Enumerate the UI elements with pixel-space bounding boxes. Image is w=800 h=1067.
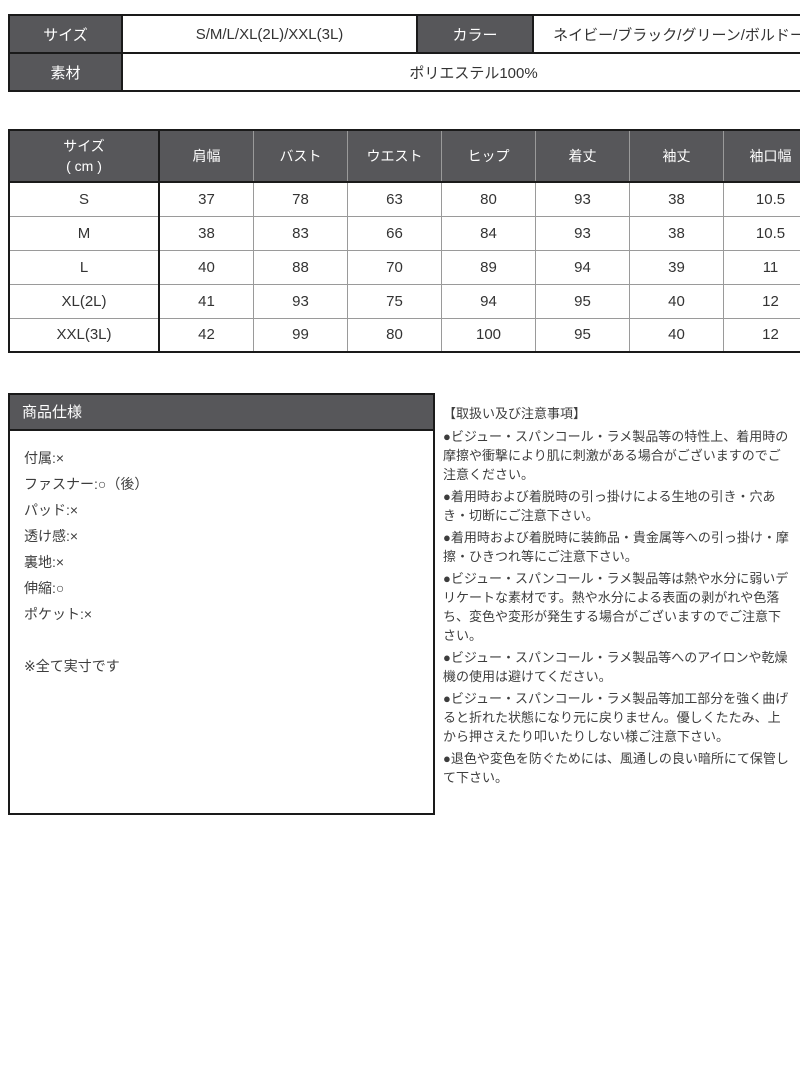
handling-note-item: ●ビジュー・スパンコール・ラメ製品等は熱や水分に弱いデリケートな素材です。熱や水…	[443, 571, 789, 643]
spec-actual-size-note: ※全て実寸です	[24, 658, 120, 674]
table-row-size-xl: XL(2L) 41 93 75 94 95 40 12	[8, 283, 800, 319]
cell: 40	[158, 249, 254, 285]
cell: 93	[253, 283, 348, 319]
handling-note-item: ●着用時および着脱時の引っ掛けによる生地の引き・穴あき・切断にご注意下さい。	[443, 489, 776, 523]
cell: 80	[347, 317, 442, 353]
cell: 11	[723, 249, 800, 285]
cell: 99	[253, 317, 348, 353]
cell: 93	[535, 181, 630, 217]
measurements-header-row: サイズ ( cm ) 肩幅 バスト ウエスト ヒップ 着丈 袖丈 袖口幅	[8, 129, 800, 183]
column-header-cuff: 袖口幅	[723, 129, 800, 183]
table-row: サイズ S/M/L/XL(2L)/XXL(3L) カラー ネイビー/ブラック/グ…	[8, 14, 800, 54]
handling-note-item: ●ビジュー・スパンコール・ラメ製品等加工部分を強く曲げると折れた状態になり元に戻…	[443, 691, 789, 744]
column-header-sleeve: 袖丈	[629, 129, 724, 183]
cell: M	[8, 215, 160, 251]
table-row-size-l: L 40 88 70 89 94 39 11	[8, 249, 800, 285]
lower-section: 商品仕様 付属:× ファスナー:○（後） パッド:× 透け感:× 裏地:× 伸縮…	[8, 393, 792, 815]
column-header-length: 着丈	[535, 129, 630, 183]
cell: 93	[535, 215, 630, 251]
spec-line-pad: パッド:×	[24, 502, 79, 518]
cell: 10.5	[723, 215, 800, 251]
cell: 63	[347, 181, 442, 217]
spec-box-body: 付属:× ファスナー:○（後） パッド:× 透け感:× 裏地:× 伸縮:○ ポケ…	[10, 431, 433, 693]
spec-line-pocket: ポケット:×	[24, 606, 93, 622]
spec-line-stretch: 伸縮:○	[24, 580, 65, 596]
cell: 95	[535, 283, 630, 319]
table-row: 素材 ポリエステル100%	[8, 52, 800, 92]
cell: 41	[158, 283, 254, 319]
color-label-cell: カラー	[416, 14, 534, 54]
cell: 100	[441, 317, 536, 353]
column-header-bust: バスト	[253, 129, 348, 183]
measurements-table: サイズ ( cm ) 肩幅 バスト ウエスト ヒップ 着丈 袖丈 袖口幅 S 3…	[8, 129, 800, 353]
cell: 83	[253, 215, 348, 251]
column-header-shoulder: 肩幅	[158, 129, 254, 183]
size-value-cell: S/M/L/XL(2L)/XXL(3L)	[121, 14, 418, 54]
size-cm-header-cell: サイズ ( cm )	[8, 129, 160, 183]
size-color-material-table: サイズ S/M/L/XL(2L)/XXL(3L) カラー ネイビー/ブラック/グ…	[8, 14, 800, 92]
spec-box-title: 商品仕様	[10, 395, 433, 431]
handling-notes-title: 【取扱い及び注意事項】	[443, 406, 587, 421]
cell: 80	[441, 181, 536, 217]
column-header-waist: ウエスト	[347, 129, 442, 183]
cell: XL(2L)	[8, 283, 160, 319]
cell: 12	[723, 317, 800, 353]
cell: 39	[629, 249, 724, 285]
cell: 38	[629, 181, 724, 217]
cell: 40	[629, 317, 724, 353]
cell: 40	[629, 283, 724, 319]
handling-note-item: ●退色や変色を防ぐためには、風通しの良い暗所にて保管して下さい。	[443, 751, 789, 785]
cell: 94	[535, 249, 630, 285]
cell: 37	[158, 181, 254, 217]
cell: 95	[535, 317, 630, 353]
handling-notes: 【取扱い及び注意事項】 ●ビジュー・スパンコール・ラメ製品等の特性上、着用時の摩…	[443, 393, 792, 790]
cell: 38	[158, 215, 254, 251]
cell: 88	[253, 249, 348, 285]
product-spec-box: 商品仕様 付属:× ファスナー:○（後） パッド:× 透け感:× 裏地:× 伸縮…	[8, 393, 435, 815]
cell: 42	[158, 317, 254, 353]
cell: 84	[441, 215, 536, 251]
handling-note-item: ●ビジュー・スパンコール・ラメ製品等へのアイロンや乾燥機の使用は避けてください。	[443, 650, 788, 684]
cell: XXL(3L)	[8, 317, 160, 353]
cell: S	[8, 181, 160, 217]
table-row-size-s: S 37 78 63 80 93 38 10.5	[8, 181, 800, 217]
spec-line-fastener: ファスナー:○（後）	[24, 476, 149, 492]
table-row-size-xxl: XXL(3L) 42 99 80 100 95 40 12	[8, 317, 800, 353]
spec-line-lining: 裏地:×	[24, 554, 65, 570]
cell: 94	[441, 283, 536, 319]
color-value-cell: ネイビー/ブラック/グリーン/ボルドー	[532, 14, 800, 54]
material-label-cell: 素材	[8, 52, 123, 92]
cell: 38	[629, 215, 724, 251]
cell: 89	[441, 249, 536, 285]
cell: 66	[347, 215, 442, 251]
cell: 12	[723, 283, 800, 319]
size-label-cell: サイズ	[8, 14, 123, 54]
handling-note-item: ●ビジュー・スパンコール・ラメ製品等の特性上、着用時の摩擦や衝撃により肌に刺激が…	[443, 429, 789, 482]
spec-line-sheerness: 透け感:×	[24, 528, 79, 544]
table-row-size-m: M 38 83 66 84 93 38 10.5	[8, 215, 800, 251]
spec-line-accessory: 付属:×	[24, 450, 65, 466]
cell: 70	[347, 249, 442, 285]
cell: L	[8, 249, 160, 285]
cell: 78	[253, 181, 348, 217]
size-header-line1: サイズ	[63, 138, 105, 154]
cell: 10.5	[723, 181, 800, 217]
cell: 75	[347, 283, 442, 319]
handling-note-item: ●着用時および着脱時に装飾品・貴金属等への引っ掛け・摩擦・ひきつれ等にご注意下さ…	[443, 530, 789, 564]
column-header-hip: ヒップ	[441, 129, 536, 183]
size-header-line2: ( cm )	[66, 158, 102, 174]
material-value-cell: ポリエステル100%	[121, 52, 800, 92]
